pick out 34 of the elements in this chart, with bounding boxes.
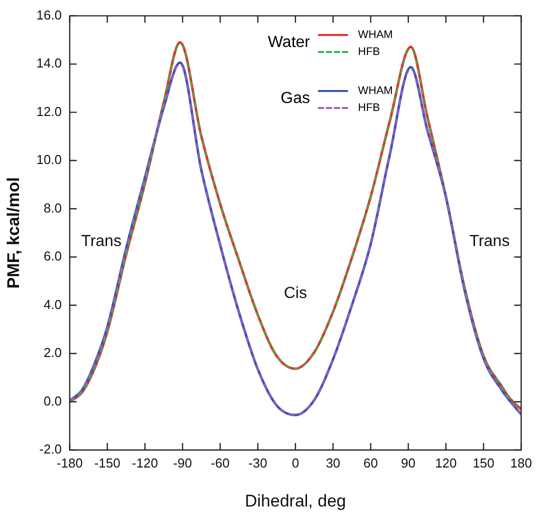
x-axis-title: Dihedral, deg xyxy=(244,491,346,510)
y-tick-label: 14.0 xyxy=(36,56,62,71)
y-tick-label: 10.0 xyxy=(36,152,62,168)
y-tick-label: 4.0 xyxy=(44,296,62,312)
y-tick-label: 8.0 xyxy=(44,200,62,216)
annotation: Trans xyxy=(81,232,122,250)
x-tick-label: -60 xyxy=(210,455,230,470)
x-tick-label: -150 xyxy=(94,455,120,470)
y-axis-title: PMF, kcal/mol xyxy=(4,177,23,289)
x-tick-label: -180 xyxy=(56,455,83,470)
legend-label: HFB xyxy=(358,102,380,114)
y-tick-label: 12.0 xyxy=(36,104,62,119)
legend-label: WHAM xyxy=(358,84,393,96)
x-tick-label: 180 xyxy=(510,455,532,470)
legend-label: WHAM xyxy=(358,28,393,40)
x-tick-label: 120 xyxy=(435,455,457,470)
x-tick-label: 30 xyxy=(326,455,340,470)
y-tick-label: 6.0 xyxy=(44,248,62,264)
x-tick-label: -120 xyxy=(132,455,158,470)
annotation: Gas xyxy=(280,90,310,108)
y-tick-label: 16.0 xyxy=(36,7,62,22)
annotation: Water xyxy=(266,34,310,52)
y-tick-label: 2.0 xyxy=(44,345,62,360)
x-tick-label: 150 xyxy=(472,455,494,470)
x-tick-label: 0 xyxy=(292,455,300,470)
x-tick-label: 60 xyxy=(363,455,378,470)
legend-label: HFB xyxy=(358,46,380,58)
x-tick-label: 90 xyxy=(401,455,416,470)
y-tick-label: -2.0 xyxy=(39,442,62,457)
x-tick-label: -30 xyxy=(248,455,268,470)
annotation: Cis xyxy=(284,285,307,302)
y-tick-label: 0.0 xyxy=(44,393,62,408)
annotation: Trans xyxy=(469,232,510,250)
x-tick-label: -90 xyxy=(173,455,192,470)
